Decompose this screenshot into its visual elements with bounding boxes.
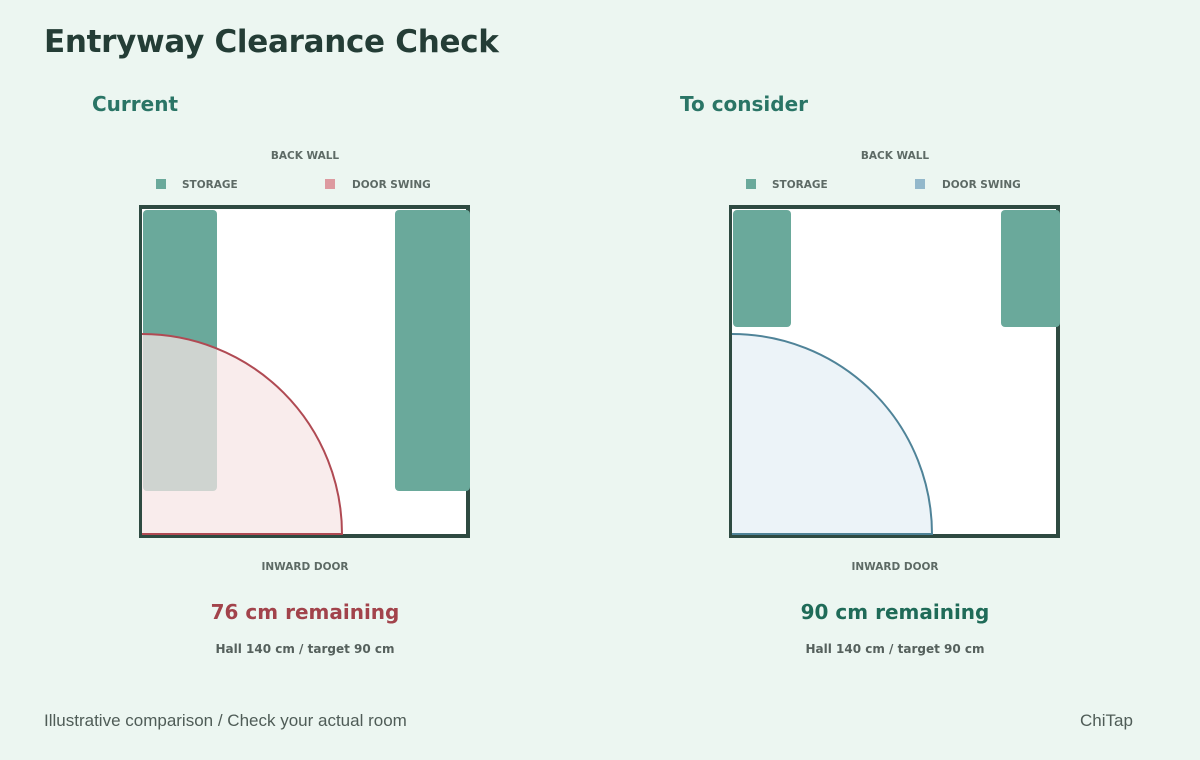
room-plan [729, 205, 1060, 538]
door-wall-label: INWARD DOOR [261, 561, 349, 573]
back-wall-label: BACK WALL [270, 150, 340, 162]
door-swing-arc [731, 333, 934, 535]
storage-legend-label: STORAGE [182, 179, 238, 191]
storage-legend-swatch [156, 179, 166, 189]
storage-legend-swatch [746, 179, 756, 189]
storage-unit-right [1001, 210, 1060, 327]
storage-legend-label: STORAGE [772, 179, 828, 191]
remaining-clearance: 76 cm remaining [210, 600, 400, 624]
door-swing-arc [141, 333, 344, 535]
footer-note: Illustrative comparison / Check your act… [44, 711, 407, 730]
panel-heading: Current [92, 92, 179, 116]
brand-label: ChiTap [1080, 711, 1133, 730]
room-plan [139, 205, 470, 538]
door-swing-legend-swatch [915, 179, 925, 189]
clearance-detail: Hall 140 cm / target 90 cm [805, 642, 985, 656]
door-wall-label: INWARD DOOR [851, 561, 939, 573]
remaining-clearance: 90 cm remaining [800, 600, 990, 624]
door-swing-legend-swatch [325, 179, 335, 189]
storage-unit-right [395, 210, 470, 491]
door-swing-legend-label: DOOR SWING [352, 179, 431, 191]
storage-unit-left [733, 210, 791, 327]
clearance-detail: Hall 140 cm / target 90 cm [215, 642, 395, 656]
panel-heading: To consider [680, 92, 809, 116]
page-title: Entryway Clearance Check [44, 24, 499, 60]
back-wall-label: BACK WALL [860, 150, 930, 162]
door-swing-legend-label: DOOR SWING [942, 179, 1021, 191]
